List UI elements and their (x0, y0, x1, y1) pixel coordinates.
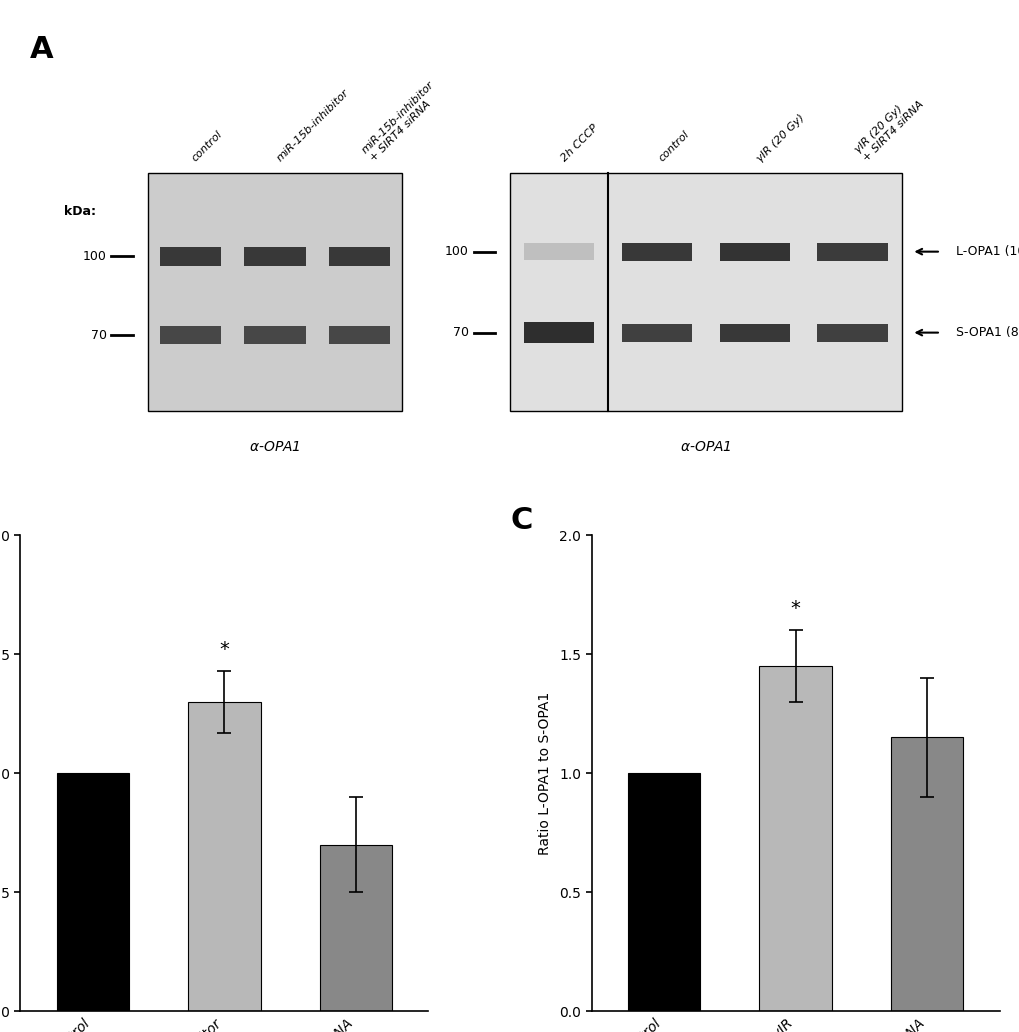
Text: kDa:: kDa: (64, 204, 97, 218)
Text: 100: 100 (83, 250, 106, 263)
Text: γIR (20 Gy)
+ SIRT4 siRNA: γIR (20 Gy) + SIRT4 siRNA (852, 91, 924, 163)
Bar (523, 244, 594, 260)
Bar (718, 324, 790, 342)
Bar (759, 666, 830, 1011)
Text: 70: 70 (91, 328, 106, 342)
Bar (159, 326, 220, 344)
Bar (245, 247, 306, 266)
Bar (189, 702, 260, 1011)
Text: $\alpha$-OPA1: $\alpha$-OPA1 (249, 440, 301, 454)
Bar (320, 844, 392, 1011)
Bar (816, 243, 888, 261)
Bar (627, 773, 699, 1011)
Text: control: control (190, 129, 224, 163)
Text: 70: 70 (452, 326, 469, 340)
Bar (56, 773, 128, 1011)
Text: miR-15b-inhibitor
+ SIRT4 siRNA: miR-15b-inhibitor + SIRT4 siRNA (360, 79, 443, 163)
Text: C: C (510, 507, 532, 536)
Bar (148, 173, 401, 411)
Text: γIR (20 Gy): γIR (20 Gy) (754, 112, 806, 163)
Bar (621, 324, 692, 342)
Y-axis label: Ratio L-OPA1 to S-OPA1: Ratio L-OPA1 to S-OPA1 (538, 691, 551, 854)
Text: $\alpha$-OPA1: $\alpha$-OPA1 (680, 440, 731, 454)
Text: S-OPA1 (80 kDa): S-OPA1 (80 kDa) (955, 326, 1019, 340)
Text: *: * (219, 640, 229, 658)
Bar (523, 322, 594, 344)
Text: *: * (790, 600, 800, 618)
Bar (159, 247, 220, 266)
Bar (329, 247, 390, 266)
Bar (816, 324, 888, 342)
Bar (245, 326, 306, 344)
Text: 2h CCCP: 2h CCCP (558, 123, 599, 163)
Text: 100: 100 (444, 246, 469, 258)
Bar (510, 173, 901, 411)
Bar (329, 326, 390, 344)
Text: miR-15b-inhibitor: miR-15b-inhibitor (275, 88, 351, 163)
Bar (891, 738, 963, 1011)
Bar (718, 243, 790, 261)
Text: control: control (656, 129, 691, 163)
Bar (621, 243, 692, 261)
Text: L-OPA1 (100 kDa): L-OPA1 (100 kDa) (955, 246, 1019, 258)
Text: A: A (31, 35, 54, 64)
